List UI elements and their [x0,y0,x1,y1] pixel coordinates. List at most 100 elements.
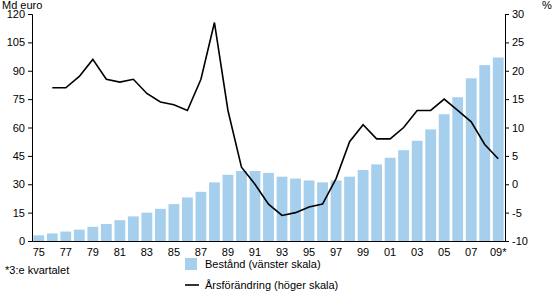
bar [182,197,193,241]
bar [33,235,44,241]
bar [331,180,342,241]
x-axis: 757779818385878991939597990103050709* [33,241,508,258]
axis-line [506,15,510,242]
tick-mark [28,71,32,72]
tick-label: 0 [19,235,25,247]
tick: 01 [384,241,396,258]
chart: 757779818385878991939597990103050709*015… [0,0,560,299]
axis-title: Md euro [2,0,42,11]
tick-label: 60 [13,122,25,134]
tick: 10 [505,122,524,134]
tick: 91 [249,241,261,258]
tick-mark [28,42,32,43]
tick-label: 07 [465,246,477,258]
tick-mark [28,184,32,185]
tick: 15 [13,207,32,219]
tick: 99 [357,241,369,258]
axis-line [33,241,506,242]
legend-swatch [185,284,199,286]
bar [344,177,355,241]
tick-mark [28,128,32,129]
tick-label: 09* [490,246,507,258]
tick-label: 89 [222,246,234,258]
tick-label: 90 [13,65,25,77]
bar [358,170,369,241]
tick-label: 81 [114,246,126,258]
bar [114,220,125,241]
tick-mark [505,128,509,129]
tick-label: 97 [330,246,342,258]
tick: 81 [114,241,126,258]
tick-mark [28,99,32,100]
tick: 85 [168,241,180,258]
tick: 09* [490,241,507,258]
bar [398,150,409,241]
bar [371,164,382,241]
tick: 25 [505,36,524,48]
tick: 87 [195,241,207,258]
marks [33,23,503,241]
tick-mark [505,71,509,72]
tick: 03 [411,241,423,258]
tick-mark [505,14,509,15]
tick: 30 [505,8,524,20]
tick-label: 75 [13,93,25,105]
bar [250,171,261,241]
tick: 79 [87,241,99,258]
tick: 0 [505,178,518,190]
plot: 757779818385878991939597990103050709*015… [7,8,528,258]
tick-label: 87 [195,246,207,258]
axis-line [28,15,33,242]
tick-label: 93 [276,246,288,258]
bar [304,180,315,241]
y2-axis: -10-5051015202530 [505,8,528,247]
tick-mark [28,156,32,157]
bar [439,114,450,241]
bar [385,158,396,241]
tick: 45 [13,150,32,162]
bar [290,179,301,241]
axis-title: % [542,0,552,11]
bar [493,58,504,241]
bar [74,230,85,241]
bar [128,216,139,241]
line [52,23,498,216]
tick-label: 75 [33,246,45,258]
tick-mark [505,42,509,43]
bar [479,65,490,241]
bar [425,129,436,241]
legend-item: Årsförändring (höger skala) [185,279,338,291]
tick: 83 [141,241,153,258]
tick: 0 [19,235,32,247]
bar [277,177,288,241]
legend: Bestånd (vänster skala)Årsförändring (hö… [185,258,338,291]
bar [60,232,71,241]
tick: 05 [438,241,450,258]
tick-label: 0 [512,178,518,190]
tick: 07 [465,241,477,258]
tick-label: 83 [141,246,153,258]
tick: 75 [33,241,45,258]
tick-mark [505,184,509,185]
tick: 75 [13,93,32,105]
bar [155,209,166,241]
tick: 97 [330,241,342,258]
tick-label: 95 [303,246,315,258]
bar [412,141,423,241]
tick-label: 10 [512,122,524,134]
y-axis: 0153045607590105120 [7,8,33,247]
tick-mark [28,14,32,15]
tick-label: 99 [357,246,369,258]
tick-label: 25 [512,36,524,48]
tick-label: 105 [7,36,25,48]
tick-mark [28,241,32,242]
tick-label: 20 [512,65,524,77]
tick-label: 05 [438,246,450,258]
bar [209,182,220,241]
bar [317,182,328,241]
tick-label: 85 [168,246,180,258]
tick-mark [505,99,509,100]
tick-label: 15 [13,207,25,219]
tick: 105 [7,36,32,48]
tick-label: 15 [512,93,524,105]
